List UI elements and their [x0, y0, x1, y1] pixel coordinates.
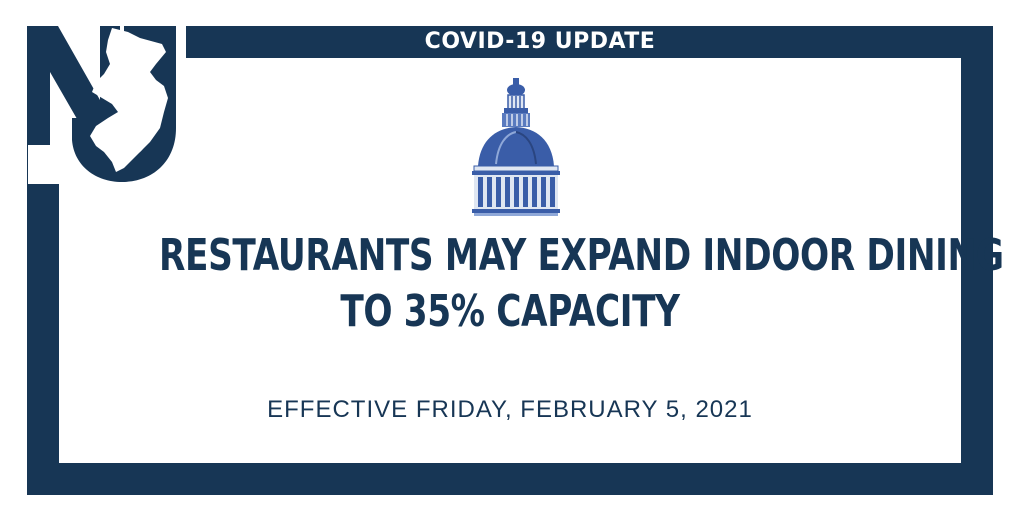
- banner-header: COVID-19 UPDATE: [424, 29, 656, 54]
- headline: RESTAURANTS MAY EXPAND INDOOR DINING TO …: [60, 228, 1004, 340]
- nj-state-logo-icon: [28, 26, 186, 184]
- headline-line-1: RESTAURANTS MAY EXPAND INDOOR DINING: [159, 230, 1004, 281]
- headline-line-2: TO 35% CAPACITY: [340, 286, 680, 337]
- effective-date: EFFECTIVE FRIDAY, FEBRUARY 5, 2021: [267, 396, 753, 423]
- capitol-dome-icon: [472, 78, 560, 216]
